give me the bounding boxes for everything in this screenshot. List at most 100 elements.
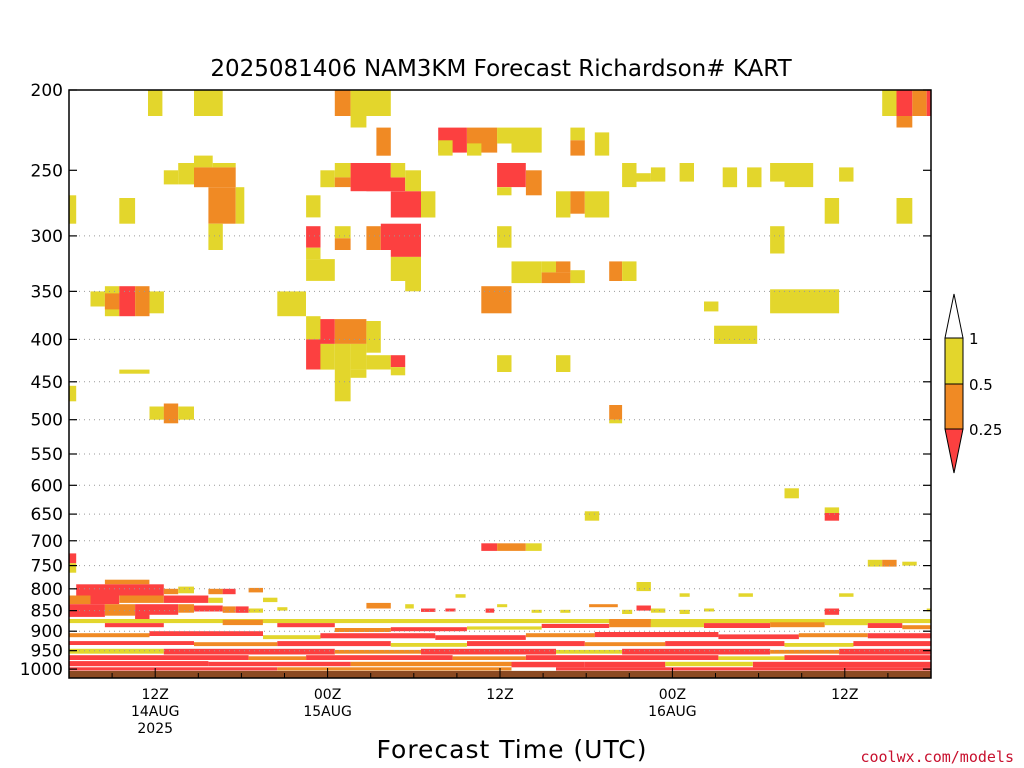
- ri-cell: [622, 163, 637, 188]
- ri-cell: [366, 602, 391, 609]
- ri-cell: [896, 198, 913, 224]
- x-tick-label: 00Z: [659, 687, 686, 703]
- ri-cell: [248, 608, 263, 613]
- ri-cell: [467, 626, 542, 630]
- ri-cell: [497, 355, 512, 372]
- ri-cell: [366, 355, 391, 370]
- ri-cell: [306, 655, 453, 660]
- ri-cell: [212, 163, 236, 168]
- ri-cell: [511, 261, 542, 284]
- ri-cell: [334, 177, 351, 188]
- ri-cell: [119, 595, 164, 603]
- ri-cell: [306, 247, 321, 260]
- ri-cell: [194, 90, 223, 116]
- ri-cell: [248, 587, 263, 593]
- y-tick-label: 600: [31, 476, 63, 496]
- ri-cell: [350, 116, 367, 128]
- ri-cell: [497, 226, 512, 248]
- ri-cell: [467, 641, 585, 647]
- y-tick-label: 450: [31, 373, 63, 393]
- ri-cell: [390, 367, 406, 376]
- ri-cell: [839, 167, 854, 182]
- ri-cell: [738, 593, 753, 597]
- ri-cell: [867, 623, 903, 628]
- ri-cell: [119, 198, 136, 224]
- ri-cell: [163, 588, 179, 595]
- ri-cell: [277, 641, 391, 647]
- credit-link[interactable]: coolwx.com/models: [860, 748, 1014, 766]
- ri-cell: [306, 195, 321, 218]
- ri-cell: [69, 655, 249, 660]
- ri-cell: [306, 259, 335, 281]
- ri-cell: [770, 622, 825, 628]
- ri-cell: [594, 132, 610, 156]
- ri-cell: [525, 633, 595, 638]
- ri-cell: [541, 272, 571, 284]
- ri-cell: [839, 593, 854, 597]
- ri-cell: [390, 163, 406, 178]
- ri-cell: [525, 543, 542, 551]
- chart-title: 2025081406 NAM3KM Forecast Richardson# K…: [210, 56, 792, 82]
- y-tick-label: 250: [31, 161, 63, 181]
- ri-cell: [556, 355, 571, 372]
- ri-cell: [208, 588, 223, 595]
- ri-cell: [560, 609, 571, 613]
- ri-cell: [208, 187, 236, 224]
- ri-cell: [235, 187, 245, 224]
- ri-cell: [650, 608, 666, 613]
- ri-cell: [366, 321, 381, 353]
- ri-cell: [350, 90, 391, 116]
- ri-cell: [882, 90, 897, 116]
- ri-cell: [149, 291, 164, 314]
- x-tick-label: 00Z: [314, 687, 341, 703]
- ri-cell: [531, 609, 542, 613]
- legend-label: 1: [969, 330, 979, 348]
- ri-cell: [824, 621, 868, 626]
- y-axis: 200 250 300 350 400 450 500 550 600 650 700 750 8008…: [20, 81, 931, 680]
- ri-cell: [194, 605, 223, 612]
- legend-label: 0.5: [969, 376, 993, 394]
- ri-cell: [334, 649, 421, 654]
- ri-cell: [636, 605, 651, 611]
- ri-cell: [704, 301, 719, 312]
- ri-cell: [222, 619, 263, 626]
- ri-cell: [497, 187, 512, 196]
- ri-cell: [306, 316, 321, 340]
- ri-cell: [584, 191, 610, 218]
- ri-cell: [119, 286, 136, 317]
- y-tick-label: 550: [31, 445, 63, 465]
- ri-cell: [747, 167, 762, 188]
- ri-cell: [556, 649, 623, 654]
- ri-cell: [222, 606, 236, 613]
- legend-colorbar: 1 0.5 0.25: [944, 293, 1002, 474]
- legend-bin-above: [944, 293, 964, 339]
- y-tick-label: 400: [31, 330, 63, 350]
- ri-cell: [350, 369, 367, 378]
- x-tick-label: 16AUG: [648, 704, 697, 720]
- legend-bin-below: [944, 428, 964, 474]
- ri-cell: [178, 406, 194, 420]
- ri-cell: [390, 256, 421, 281]
- y-tick-label: 200: [31, 81, 63, 101]
- ri-cell: [104, 579, 150, 585]
- ri-cell: [69, 648, 164, 654]
- ri-cell: [679, 593, 690, 597]
- ri-cell: [194, 642, 278, 647]
- y-tick-label: 850: [31, 602, 63, 622]
- ri-cell: [421, 648, 556, 655]
- ri-cell: [350, 661, 512, 667]
- ri-cell: [784, 655, 931, 660]
- ri-cell: [784, 163, 814, 188]
- ri-cell: [69, 661, 209, 667]
- ri-cell: [306, 339, 321, 350]
- ri-cell: [784, 488, 799, 499]
- x-tick-label: 12Z: [831, 687, 858, 703]
- ri-cell: [435, 635, 526, 640]
- ri-cell: [455, 594, 466, 598]
- ri-cell: [421, 191, 436, 218]
- ri-cell: [149, 406, 164, 420]
- ri-cell: [902, 625, 931, 630]
- ri-cell: [570, 191, 585, 214]
- ri-cell: [770, 289, 840, 314]
